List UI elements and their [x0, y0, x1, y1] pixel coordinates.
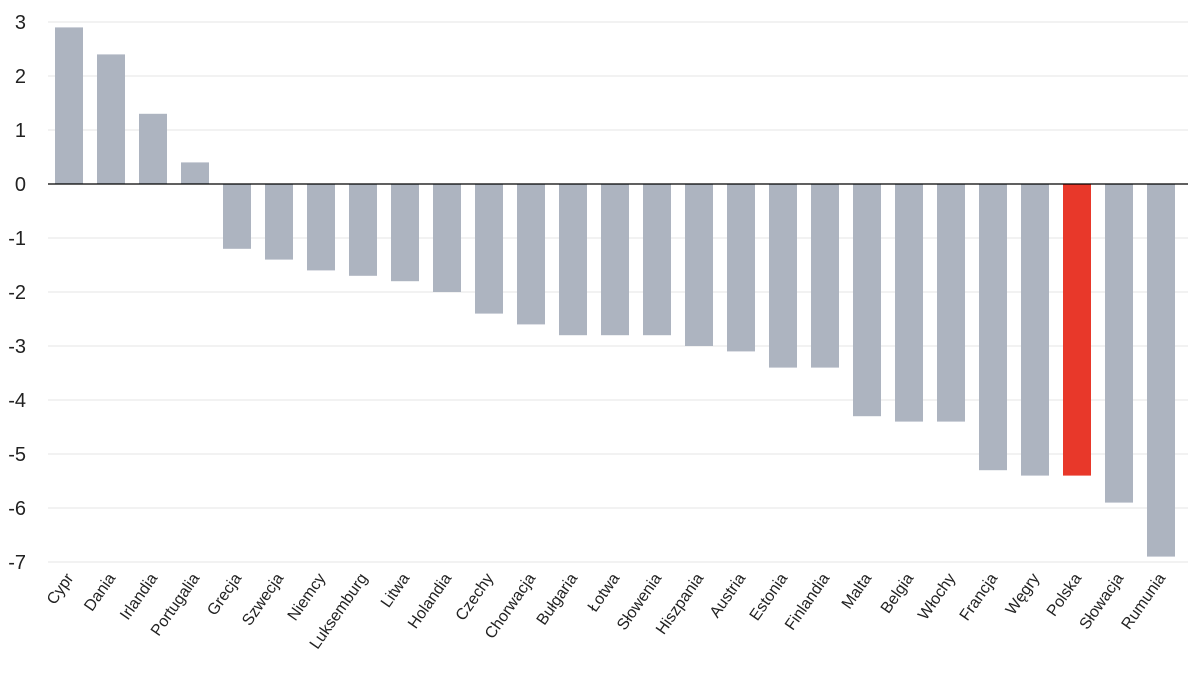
- bar: [55, 27, 83, 185]
- y-tick-label: -7: [8, 552, 26, 574]
- x-tick-label: Czechy: [453, 571, 498, 624]
- bar: [517, 184, 545, 325]
- x-tick-label: Szwecja: [239, 570, 287, 629]
- bar: [1063, 184, 1091, 476]
- y-axis-tick-labels: 3 2 1 0 -1 -2 -3 -4 -5 -6 -7: [8, 12, 26, 574]
- bar: [349, 184, 377, 276]
- y-tick-label: -3: [8, 336, 26, 358]
- x-tick-label: Włochy: [915, 571, 959, 624]
- bar: [1021, 184, 1049, 476]
- y-tick-label: -5: [8, 444, 26, 466]
- bar: [937, 184, 965, 422]
- x-tick-label: Węgry: [1003, 571, 1043, 619]
- x-tick-label: Cypr: [44, 570, 78, 608]
- x-tick-label: Niemcy: [285, 571, 330, 624]
- x-tick-label: Łotwa: [585, 570, 623, 615]
- y-tick-label: 2: [15, 66, 26, 88]
- bar: [1147, 184, 1175, 557]
- bar: [139, 113, 167, 184]
- bar: [265, 184, 293, 260]
- y-tick-label: -1: [8, 228, 26, 250]
- x-tick-label: Belgia: [878, 570, 917, 616]
- y-tick-label: -4: [8, 390, 26, 412]
- bar: [181, 162, 209, 184]
- bar: [559, 184, 587, 336]
- x-tick-label: Dania: [81, 570, 119, 614]
- x-tick-label: Malta: [839, 570, 875, 612]
- y-tick-label: 3: [15, 12, 26, 34]
- bar: [97, 54, 125, 185]
- x-tick-label: Austria: [707, 570, 750, 621]
- bar: [727, 184, 755, 352]
- y-tick-label: -2: [8, 282, 26, 304]
- x-tick-label: Polska: [1044, 570, 1086, 619]
- bar: [769, 184, 797, 368]
- x-tick-label: Bułgaria: [534, 570, 582, 628]
- bar: [475, 184, 503, 314]
- bar: [811, 184, 839, 368]
- x-tick-label: Irlandia: [117, 570, 161, 623]
- bar: [1105, 184, 1133, 503]
- bars: [55, 27, 1175, 557]
- y-tick-label: -6: [8, 498, 26, 520]
- bar: [307, 184, 335, 271]
- bar: [601, 184, 629, 336]
- bar: [979, 184, 1007, 471]
- bar: [223, 184, 251, 249]
- x-tick-label: Francja: [957, 570, 1002, 624]
- x-tick-label: Holandia: [405, 570, 455, 632]
- bar: [643, 184, 671, 336]
- y-tick-label: 0: [15, 174, 26, 196]
- y-tick-label: 1: [15, 120, 26, 142]
- bar: [685, 184, 713, 346]
- x-tick-label: Estonia: [747, 570, 792, 624]
- bar: [853, 184, 881, 417]
- bar: [433, 184, 461, 292]
- bar: [391, 184, 419, 282]
- bar: [895, 184, 923, 422]
- x-tick-label: Litwa: [378, 570, 413, 610]
- x-tick-label: Grecja: [204, 570, 245, 618]
